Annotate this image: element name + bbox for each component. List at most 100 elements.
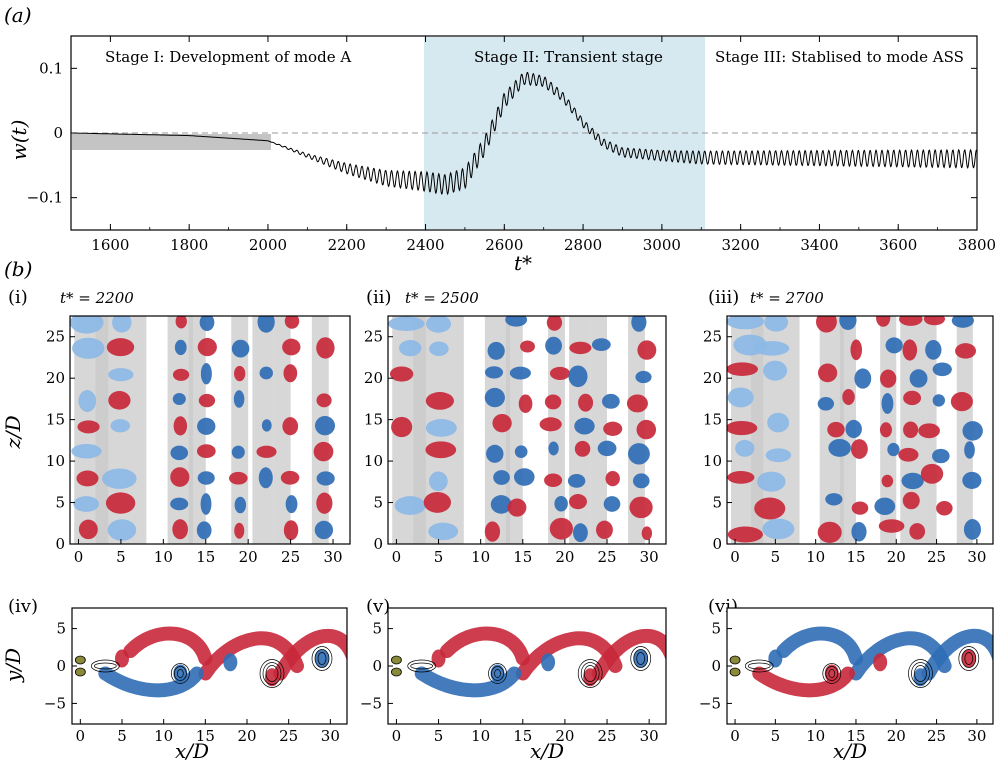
negative-vorticity-blob (257, 316, 275, 333)
vorticity-band (921, 629, 993, 681)
negative-vorticity-blob (399, 340, 422, 357)
positive-vorticity-blob (284, 316, 300, 329)
positive-vorticity-blob (172, 519, 188, 540)
x-tick-label: 30 (967, 548, 986, 566)
negative-vorticity-blob (597, 440, 617, 457)
contour-line (265, 665, 279, 682)
positive-vorticity-blob (876, 316, 891, 327)
negative-vorticity-blob (951, 316, 974, 328)
negative-vorticity-blob (762, 518, 795, 540)
stage-3-label: Stage III: Stablised to mode ASS (715, 48, 964, 66)
plot-frame (69, 315, 351, 545)
x-tick-label: 15 (196, 548, 215, 566)
panel-a-x-axis-label: t* (514, 251, 532, 275)
positive-vorticity-blob (172, 368, 190, 381)
vorticity-plot-v: 5 0 −5 0 5 10 15 20 25 30 (360, 607, 667, 745)
panel-a-label: (a) (4, 3, 32, 27)
positive-vorticity-blob (170, 467, 190, 487)
cylinder-body (729, 667, 741, 677)
subplot-i-tag: (i) (8, 287, 28, 308)
negative-vorticity-blob (881, 393, 894, 414)
x-tick-label: 10 (806, 727, 825, 745)
positive-vorticity-blob (196, 444, 216, 458)
z-tick-label: 20 (364, 369, 383, 387)
z-tick-label: 15 (364, 411, 383, 429)
vorticity-band (273, 629, 347, 681)
positive-vorticity-blob (817, 363, 838, 383)
negative-vorticity-blob (851, 522, 867, 542)
positive-vorticity-blob (596, 520, 613, 540)
negative-vorticity-blob (70, 316, 104, 334)
positive-vorticity-blob (727, 471, 755, 484)
contour-line (170, 663, 190, 684)
negative-vorticity-blob (631, 316, 647, 332)
negative-vorticity-blob (932, 448, 950, 464)
x-tick-label: 25 (597, 727, 616, 745)
vorticity-band (414, 666, 522, 698)
negative-vorticity-blob (314, 416, 335, 436)
negative-vorticity-blob (78, 390, 97, 412)
subplot-v-tag: (v) (366, 596, 390, 617)
z-tick-label: 5 (712, 494, 722, 512)
contour-line (577, 659, 603, 688)
x-tick-label: 2200 (328, 236, 366, 254)
positive-vorticity-blob (851, 501, 869, 515)
vortex-core (768, 649, 783, 668)
y-tick-label: −5 (699, 694, 721, 712)
negative-vorticity-blob (628, 443, 650, 465)
x-axis-label-vi: x/D (833, 739, 867, 763)
x-tick-label: 15 (513, 548, 532, 566)
z-tick-label: 25 (46, 328, 65, 346)
positive-vorticity-blob (827, 421, 845, 438)
negative-vorticity-blob (108, 368, 134, 382)
x-tick-label: 20 (887, 727, 906, 745)
positive-vorticity-blob (923, 316, 946, 326)
negative-vorticity-blob (548, 441, 559, 456)
negative-vorticity-blob (258, 467, 273, 489)
x-tick-label: 0 (730, 548, 740, 566)
positive-vorticity-blob (198, 393, 216, 408)
x-tick-label: 2400 (406, 236, 444, 254)
negative-vorticity-blob (763, 360, 788, 381)
cylinder-body (729, 655, 741, 665)
x-tick-label: 5 (116, 548, 126, 566)
positive-vorticity-blob (727, 526, 763, 543)
y-tick-label: 0.1 (39, 59, 63, 77)
negative-vorticity-blob (885, 337, 903, 354)
x-tick-label: 20 (555, 727, 574, 745)
contour-line (825, 666, 839, 681)
positive-vorticity-blob (850, 439, 868, 459)
x-tick-label: 10 (471, 548, 490, 566)
positive-vorticity-blob (544, 394, 562, 410)
contour-line (747, 662, 771, 670)
negative-vorticity-blob (102, 468, 137, 489)
negative-vorticity-blob (574, 417, 595, 435)
x-tick-label: 10 (806, 548, 825, 566)
positive-vorticity-blob (78, 519, 98, 540)
x-tick-label: 15 (846, 727, 865, 745)
z-tick-label: 0 (55, 535, 65, 553)
isosurface-plot-i: 25 20 15 10 5 00 5 10 15 20 25 30 (46, 315, 351, 566)
x-tick-label: 10 (154, 548, 173, 566)
vortex-core (431, 649, 446, 668)
contour-line (822, 663, 842, 684)
positive-vorticity-blob (850, 339, 863, 361)
contour-line (964, 652, 974, 665)
contour-line (494, 669, 501, 678)
y-tick-label: 0 (711, 657, 721, 675)
negative-vorticity-blob (635, 370, 652, 384)
cylinder-body (391, 655, 402, 665)
x-tick-label: 10 (154, 727, 173, 745)
positive-vorticity-blob (629, 496, 653, 519)
positive-vorticity-blob (282, 338, 301, 356)
x-tick-label: 1800 (170, 236, 208, 254)
negative-vorticity-blob (426, 316, 452, 333)
positive-vorticity-blob (76, 470, 99, 487)
y-tick-label: −5 (44, 694, 66, 712)
positive-vorticity-blob (423, 491, 452, 513)
x-tick-label: 10 (471, 727, 490, 745)
negative-vorticity-blob (573, 523, 588, 543)
vorticity-band (591, 629, 666, 681)
positive-vorticity-blob (880, 369, 897, 388)
